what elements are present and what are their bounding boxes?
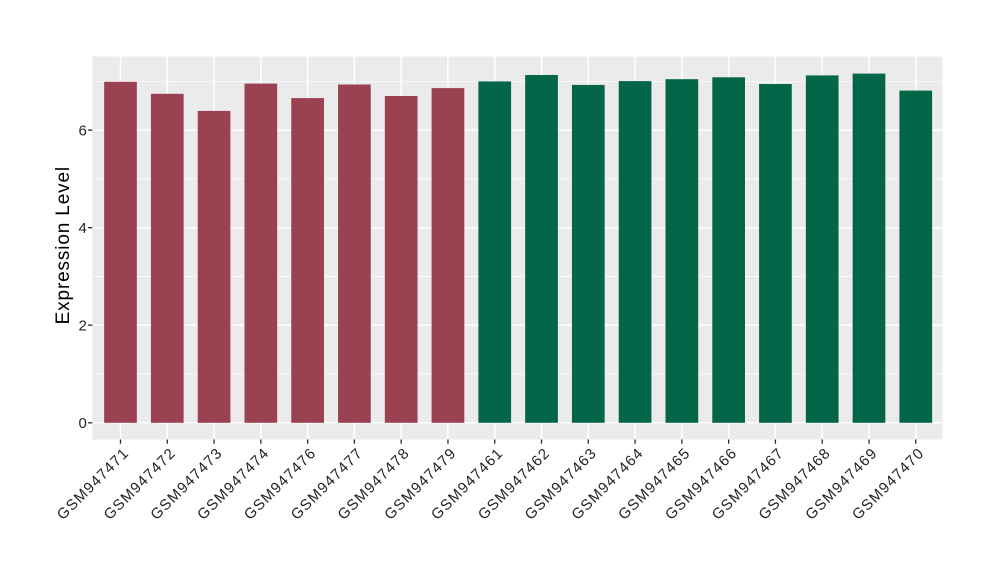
svg-text:0: 0 [78,415,86,432]
svg-text:6: 6 [78,123,86,140]
svg-text:4: 4 [78,220,86,237]
svg-text:Expression Level: Expression Level [53,166,74,324]
svg-text:2: 2 [78,318,86,335]
